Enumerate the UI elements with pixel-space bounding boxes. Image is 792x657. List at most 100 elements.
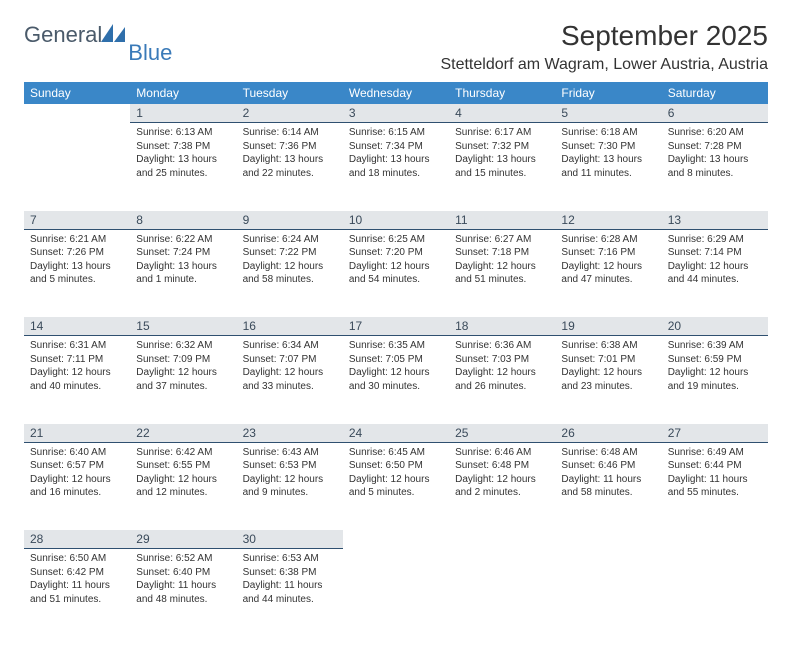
day-content-cell: Sunrise: 6:42 AMSunset: 6:55 PMDaylight:…	[130, 442, 236, 530]
sunset-line: Sunset: 7:32 PM	[455, 140, 549, 154]
sunrise-line: Sunrise: 6:14 AM	[243, 126, 337, 140]
day-number-cell: 30	[237, 530, 343, 549]
day-number: 27	[668, 426, 681, 440]
daylight-line: Daylight: 12 hours and 58 minutes.	[243, 260, 337, 287]
sunset-line: Sunset: 7:24 PM	[136, 246, 230, 260]
day-content-cell: Sunrise: 6:50 AMSunset: 6:42 PMDaylight:…	[24, 549, 130, 637]
sunset-line: Sunset: 6:53 PM	[243, 459, 337, 473]
sunset-line: Sunset: 7:14 PM	[668, 246, 762, 260]
sunset-line: Sunset: 7:11 PM	[30, 353, 124, 367]
day-number-cell: 27	[662, 424, 768, 443]
sunset-line: Sunset: 7:16 PM	[561, 246, 655, 260]
day-content-cell: Sunrise: 6:34 AMSunset: 7:07 PMDaylight:…	[237, 336, 343, 424]
day-content-cell	[449, 549, 555, 637]
weekday-header: Friday	[555, 82, 661, 104]
daylight-line: Daylight: 12 hours and 9 minutes.	[243, 473, 337, 500]
daylight-line: Daylight: 12 hours and 33 minutes.	[243, 366, 337, 393]
sunrise-line: Sunrise: 6:32 AM	[136, 339, 230, 353]
day-number: 13	[668, 213, 681, 227]
sunset-line: Sunset: 6:55 PM	[136, 459, 230, 473]
day-content-row: Sunrise: 6:50 AMSunset: 6:42 PMDaylight:…	[24, 549, 768, 637]
day-number-cell: 2	[237, 104, 343, 123]
sunrise-line: Sunrise: 6:50 AM	[30, 552, 124, 566]
daylight-line: Daylight: 11 hours and 58 minutes.	[561, 473, 655, 500]
day-content-cell: Sunrise: 6:22 AMSunset: 7:24 PMDaylight:…	[130, 229, 236, 317]
sunset-line: Sunset: 7:36 PM	[243, 140, 337, 154]
day-content-cell: Sunrise: 6:28 AMSunset: 7:16 PMDaylight:…	[555, 229, 661, 317]
day-number-cell	[24, 104, 130, 123]
sunset-line: Sunset: 6:38 PM	[243, 566, 337, 580]
sunrise-line: Sunrise: 6:20 AM	[668, 126, 762, 140]
day-content-row: Sunrise: 6:13 AMSunset: 7:38 PMDaylight:…	[24, 123, 768, 211]
day-content-cell: Sunrise: 6:31 AMSunset: 7:11 PMDaylight:…	[24, 336, 130, 424]
daylight-line: Daylight: 11 hours and 44 minutes.	[243, 579, 337, 606]
daylight-line: Daylight: 13 hours and 5 minutes.	[30, 260, 124, 287]
sunrise-line: Sunrise: 6:52 AM	[136, 552, 230, 566]
day-number: 26	[561, 426, 574, 440]
day-number-cell: 25	[449, 424, 555, 443]
day-content-cell: Sunrise: 6:39 AMSunset: 6:59 PMDaylight:…	[662, 336, 768, 424]
day-number-cell: 21	[24, 424, 130, 443]
day-content-cell	[555, 549, 661, 637]
sunrise-line: Sunrise: 6:15 AM	[349, 126, 443, 140]
sunset-line: Sunset: 6:59 PM	[668, 353, 762, 367]
title-block: September 2025 Stetteldorf am Wagram, Lo…	[440, 20, 768, 74]
sunrise-line: Sunrise: 6:53 AM	[243, 552, 337, 566]
day-content-row: Sunrise: 6:21 AMSunset: 7:26 PMDaylight:…	[24, 229, 768, 317]
sunset-line: Sunset: 6:42 PM	[30, 566, 124, 580]
day-number-cell: 23	[237, 424, 343, 443]
sunrise-line: Sunrise: 6:31 AM	[30, 339, 124, 353]
day-number-cell: 14	[24, 317, 130, 336]
sunset-line: Sunset: 7:05 PM	[349, 353, 443, 367]
day-number-cell: 3	[343, 104, 449, 123]
day-number-cell: 7	[24, 211, 130, 230]
daylight-line: Daylight: 12 hours and 16 minutes.	[30, 473, 124, 500]
logo-sail-icon	[101, 24, 127, 49]
sunset-line: Sunset: 6:48 PM	[455, 459, 549, 473]
weekday-header: Wednesday	[343, 82, 449, 104]
weekday-header: Sunday	[24, 82, 130, 104]
day-content-cell: Sunrise: 6:53 AMSunset: 6:38 PMDaylight:…	[237, 549, 343, 637]
daylight-line: Daylight: 12 hours and 54 minutes.	[349, 260, 443, 287]
day-content-cell: Sunrise: 6:18 AMSunset: 7:30 PMDaylight:…	[555, 123, 661, 211]
day-content-cell: Sunrise: 6:46 AMSunset: 6:48 PMDaylight:…	[449, 442, 555, 530]
day-number-cell: 11	[449, 211, 555, 230]
day-number: 29	[136, 532, 149, 546]
day-number-cell: 8	[130, 211, 236, 230]
daylight-line: Daylight: 13 hours and 1 minute.	[136, 260, 230, 287]
day-number: 18	[455, 319, 468, 333]
sunrise-line: Sunrise: 6:29 AM	[668, 233, 762, 247]
day-content-cell: Sunrise: 6:17 AMSunset: 7:32 PMDaylight:…	[449, 123, 555, 211]
sunset-line: Sunset: 6:57 PM	[30, 459, 124, 473]
sunset-line: Sunset: 7:22 PM	[243, 246, 337, 260]
day-number-row: 282930	[24, 530, 768, 549]
sunrise-line: Sunrise: 6:40 AM	[30, 446, 124, 460]
day-number: 7	[30, 213, 37, 227]
daylight-line: Daylight: 12 hours and 5 minutes.	[349, 473, 443, 500]
daylight-line: Daylight: 11 hours and 48 minutes.	[136, 579, 230, 606]
daylight-line: Daylight: 13 hours and 25 minutes.	[136, 153, 230, 180]
location: Stetteldorf am Wagram, Lower Austria, Au…	[440, 56, 768, 74]
day-number-cell: 24	[343, 424, 449, 443]
daylight-line: Daylight: 13 hours and 18 minutes.	[349, 153, 443, 180]
day-number-cell: 22	[130, 424, 236, 443]
daylight-line: Daylight: 12 hours and 51 minutes.	[455, 260, 549, 287]
day-content-cell: Sunrise: 6:27 AMSunset: 7:18 PMDaylight:…	[449, 229, 555, 317]
day-number: 2	[243, 106, 250, 120]
weekday-header: Thursday	[449, 82, 555, 104]
day-number: 3	[349, 106, 356, 120]
day-number-cell: 17	[343, 317, 449, 336]
sunset-line: Sunset: 6:40 PM	[136, 566, 230, 580]
day-number-cell	[662, 530, 768, 549]
day-number-cell: 16	[237, 317, 343, 336]
day-number-row: 2122232425 26 27	[24, 424, 768, 443]
day-number: 1	[136, 106, 143, 120]
day-number: 12	[561, 213, 574, 227]
day-number: 15	[136, 319, 149, 333]
sunrise-line: Sunrise: 6:45 AM	[349, 446, 443, 460]
sunrise-line: Sunrise: 6:46 AM	[455, 446, 549, 460]
header: General Blue September 2025 Stetteldorf …	[24, 20, 768, 74]
daylight-line: Daylight: 11 hours and 51 minutes.	[30, 579, 124, 606]
day-number-cell: 18	[449, 317, 555, 336]
day-number-cell: 19	[555, 317, 661, 336]
